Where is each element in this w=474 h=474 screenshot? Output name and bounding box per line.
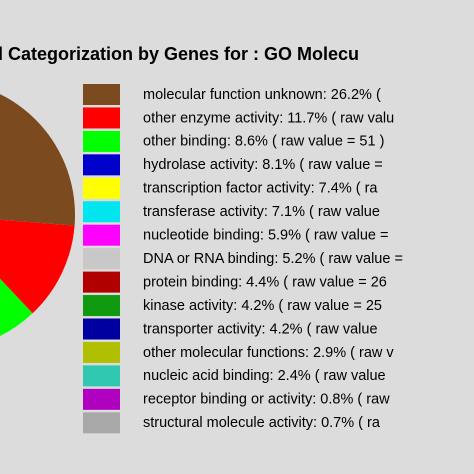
legend-label: hydrolase activity: 8.1% ( raw value = [143,157,383,173]
legend-swatch [83,388,120,410]
legend-swatch [83,201,120,223]
legend-label: nucleotide binding: 5.9% ( raw value = [143,228,388,244]
legend-swatch [83,365,120,387]
legend-label: transferase activity: 7.1% ( raw value [143,204,380,220]
legend-label: other enzyme activity: 11.7% ( raw valu [143,110,394,126]
legend-swatch [83,341,120,363]
legend-label: kinase activity: 4.2% ( raw value = 25 [143,298,382,314]
pie-slice [0,219,75,314]
legend-label: molecular function unknown: 26.2% ( [143,87,381,103]
chart-title: l Categorization by Genes for : GO Molec… [0,44,359,64]
pie-slice [0,278,33,336]
legend-swatch [83,224,120,246]
legend-label: other binding: 8.6% ( raw value = 51 ) [143,134,384,150]
legend-swatch [83,318,120,340]
legend-swatch [83,84,120,105]
legend-swatch [83,295,120,317]
legend-label: structural molecule activity: 0.7% ( ra [143,415,381,431]
legend-label: receptor binding or activity: 0.8% ( raw [143,392,390,408]
legend-label: other molecular functions: 2.9% ( raw v [143,345,394,361]
legend-swatch [83,154,120,176]
legend-swatch [83,130,120,152]
legend-swatch [83,177,120,199]
legend-label: DNA or RNA binding: 5.2% ( raw value = [143,251,403,267]
legend-swatch [83,107,120,129]
legend-swatch [83,412,120,434]
legend-label: transporter activity: 4.2% ( raw value [143,321,378,337]
legend-swatch [83,248,120,270]
legend-label: transcription factor activity: 7.4% ( ra [143,181,378,197]
legend-swatch [83,271,120,293]
legend-label: protein binding: 4.4% ( raw value = 26 [143,274,387,290]
legend-label: nucleic acid binding: 2.4% ( raw value [143,368,386,384]
pie-slice [0,94,75,226]
